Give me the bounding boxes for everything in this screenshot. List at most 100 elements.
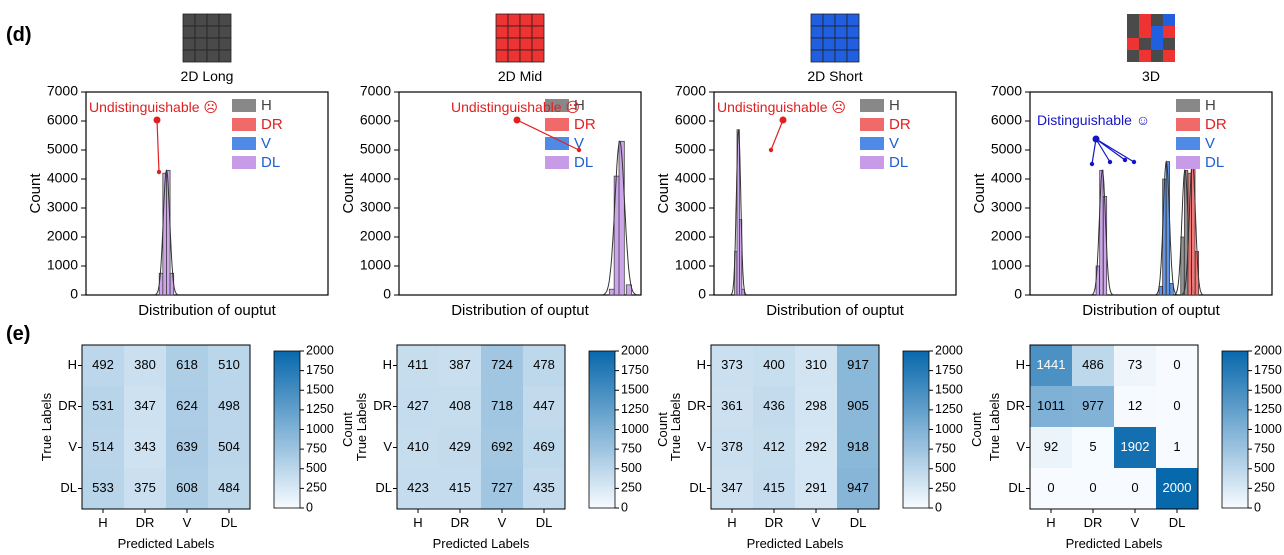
heatmap-cell-value: 917 bbox=[847, 357, 869, 372]
heatmap-cell bbox=[166, 468, 208, 509]
colorbar-tick-label: 1000 bbox=[935, 422, 963, 436]
pattern-cell bbox=[206, 25, 220, 39]
y-axis-label: Count bbox=[27, 173, 44, 214]
y-tick-label: 7000 bbox=[991, 83, 1022, 99]
x-category-label: V bbox=[812, 515, 821, 530]
legend-label-v: V bbox=[261, 135, 271, 152]
y-tick-label: 1000 bbox=[47, 257, 78, 273]
heatmap-cell-value: 347 bbox=[134, 398, 156, 413]
heatmap-cell bbox=[439, 427, 481, 468]
colorbar-tick-label: 1000 bbox=[621, 422, 649, 436]
legend-label-h: H bbox=[1205, 97, 1216, 114]
heatmap-cell bbox=[124, 468, 166, 509]
pattern-cell bbox=[810, 13, 824, 27]
colorbar-label: Count bbox=[655, 412, 670, 447]
y-tick-label: 3000 bbox=[360, 199, 391, 215]
heatmap-cell-value: 533 bbox=[92, 480, 114, 495]
panel-label-e: (e) bbox=[6, 323, 31, 345]
x-axis-label: Predicted Labels bbox=[1066, 536, 1163, 551]
pattern-cell bbox=[206, 49, 220, 63]
legend-swatch-v bbox=[545, 137, 569, 150]
colorbar-tick-label: 0 bbox=[935, 500, 942, 514]
pattern-cell bbox=[1151, 38, 1163, 50]
colorbar-tick-label: 2000 bbox=[935, 343, 963, 357]
pattern-cell bbox=[495, 25, 509, 39]
heatmap-cell-value: 12 bbox=[1128, 398, 1142, 413]
x-category-label: V bbox=[1131, 515, 1140, 530]
heatmap-cell bbox=[124, 386, 166, 427]
colorbar-tick-label: 250 bbox=[935, 481, 956, 495]
y-category-label: H bbox=[68, 357, 77, 372]
annotation-text: Undistinguishable ☹ bbox=[89, 99, 218, 115]
colorbar-tick-label: 1500 bbox=[1254, 383, 1282, 397]
heatmap-cell-value: 1902 bbox=[1121, 439, 1150, 454]
heatmap-cell-value: 514 bbox=[92, 439, 114, 454]
heatmap-cell-value: 5 bbox=[1089, 439, 1096, 454]
heatmap-cell bbox=[481, 345, 523, 386]
y-category-label: DR bbox=[373, 398, 392, 413]
x-category-label: DL bbox=[221, 515, 238, 530]
y-category-label: DL bbox=[375, 480, 392, 495]
heatmap-cell bbox=[1072, 386, 1114, 427]
legend-label-dl: DL bbox=[889, 154, 908, 171]
panel-label-d: (d) bbox=[6, 24, 32, 46]
distribution-curve bbox=[1091, 169, 1114, 296]
y-category-label: DR bbox=[687, 398, 706, 413]
pattern-cell bbox=[507, 37, 521, 51]
y-tick-label: 6000 bbox=[991, 112, 1022, 128]
colorbar-tick-label: 2000 bbox=[621, 343, 649, 357]
histogram-bar bbox=[618, 140, 625, 296]
y-axis-label: True Labels bbox=[39, 392, 54, 461]
heatmap-cell bbox=[481, 427, 523, 468]
histogram-panel: 2D Long 0 1000 2000 3000 4000 5000 6000 7000 Coun… bbox=[27, 13, 329, 319]
pattern-cell bbox=[1163, 26, 1175, 38]
pattern-cell bbox=[495, 13, 509, 27]
heatmap-cell bbox=[1156, 345, 1198, 386]
annotation-arrow bbox=[1095, 138, 1111, 163]
histogram-bar bbox=[625, 284, 632, 296]
pattern-cell bbox=[822, 25, 836, 39]
heatmap-cell bbox=[124, 345, 166, 386]
heatmap-cell-value: 435 bbox=[533, 480, 555, 495]
heatmap-cell bbox=[795, 386, 837, 427]
y-tick-label: 6000 bbox=[360, 112, 391, 128]
legend-swatch-h bbox=[1176, 99, 1200, 112]
legend-label-dl: DL bbox=[574, 154, 593, 171]
colorbar bbox=[273, 350, 301, 509]
heatmap-frame bbox=[81, 344, 251, 510]
y-tick-label: 2000 bbox=[360, 228, 391, 244]
y-tick-label: 1000 bbox=[360, 257, 391, 273]
pattern-cell bbox=[206, 13, 220, 27]
legend-label-v: V bbox=[889, 135, 899, 152]
panel-title: 3D bbox=[1142, 68, 1160, 84]
legend-label-dr: DR bbox=[574, 116, 596, 133]
colorbar bbox=[902, 350, 930, 509]
colorbar bbox=[588, 350, 616, 509]
heatmap-cell bbox=[711, 345, 753, 386]
y-tick-label: 7000 bbox=[47, 83, 78, 99]
heatmap-cell bbox=[439, 468, 481, 509]
x-category-label: DL bbox=[850, 515, 867, 530]
colorbar-tick-label: 1000 bbox=[1254, 422, 1282, 436]
y-tick-label: 3000 bbox=[47, 199, 78, 215]
y-tick-label: 5000 bbox=[675, 141, 706, 157]
heatmap-cell-value: 724 bbox=[491, 357, 513, 372]
pattern-cell bbox=[531, 13, 545, 27]
pattern-cell bbox=[1139, 26, 1151, 38]
heatmap-cell bbox=[208, 468, 250, 509]
heatmap-cell bbox=[1030, 345, 1072, 386]
heatmap-cell bbox=[711, 468, 753, 509]
heatmap-cell bbox=[753, 386, 795, 427]
panel-title: 2D Short bbox=[807, 68, 862, 84]
y-category-label: DL bbox=[689, 480, 706, 495]
heatmap-cell bbox=[439, 345, 481, 386]
heatmap-cell bbox=[753, 468, 795, 509]
heatmap-cell-value: 380 bbox=[134, 357, 156, 372]
heatmap-cell bbox=[837, 427, 879, 468]
colorbar-tick-label: 500 bbox=[935, 461, 956, 475]
heatmap-cell-value: 415 bbox=[763, 480, 785, 495]
y-tick-label: 1000 bbox=[675, 257, 706, 273]
colorbar-tick-label: 1250 bbox=[306, 402, 334, 416]
annotation-arrowhead bbox=[1089, 161, 1095, 167]
